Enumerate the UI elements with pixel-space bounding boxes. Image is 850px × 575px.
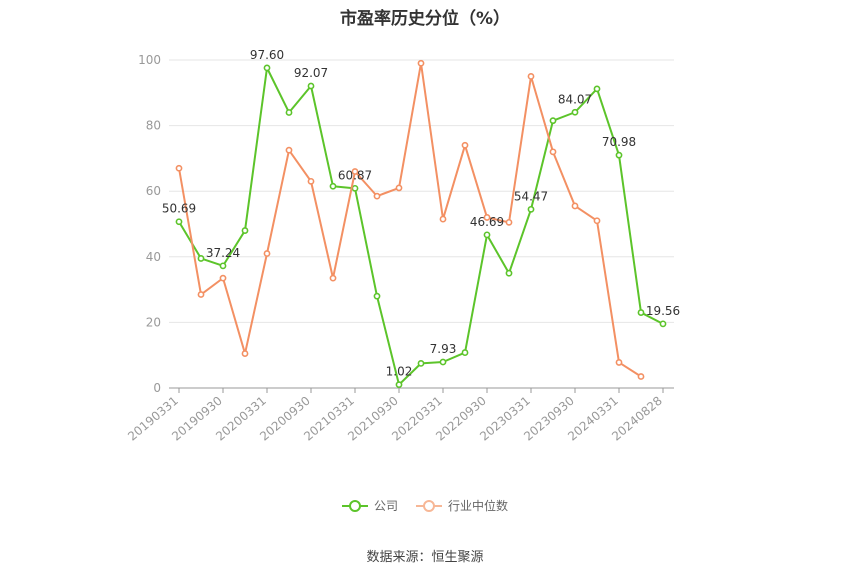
y-tick-label: 100 bbox=[138, 53, 161, 67]
data-point bbox=[417, 59, 425, 67]
data-point bbox=[285, 109, 293, 116]
data-point bbox=[593, 85, 601, 93]
data-point bbox=[505, 218, 513, 226]
data-label: 60.87 bbox=[338, 168, 372, 182]
data-point bbox=[615, 151, 623, 159]
data-point bbox=[175, 218, 183, 226]
data-label: 7.93 bbox=[430, 342, 457, 356]
grid-lines bbox=[169, 59, 674, 323]
series-1 bbox=[175, 59, 645, 380]
data-point bbox=[263, 250, 271, 257]
data-label: 84.07 bbox=[558, 92, 592, 106]
legend-label-company: 公司 bbox=[373, 499, 398, 513]
data-label: 19.56 bbox=[646, 304, 680, 318]
legend-swatch-industry-median bbox=[416, 498, 442, 514]
series-line bbox=[178, 66, 664, 386]
data-point bbox=[549, 117, 557, 125]
y-tick-label: 0 bbox=[153, 381, 161, 395]
data-point bbox=[175, 164, 183, 172]
legend-item-industry-median[interactable]: 行业中位数 bbox=[416, 497, 508, 514]
data-point bbox=[373, 192, 381, 200]
data-point bbox=[417, 359, 425, 367]
data-point bbox=[527, 205, 535, 213]
data-point bbox=[219, 274, 227, 282]
data-point bbox=[439, 215, 447, 223]
data-point bbox=[637, 373, 645, 380]
data-point bbox=[615, 359, 623, 366]
data-label: 1.02 bbox=[386, 365, 413, 379]
data-point bbox=[373, 292, 381, 300]
data-label: 54.47 bbox=[514, 189, 548, 203]
data-point bbox=[285, 146, 293, 154]
data-point bbox=[571, 108, 579, 116]
data-label: 37.24 bbox=[206, 246, 240, 260]
data-point bbox=[263, 64, 271, 72]
data-label: 92.07 bbox=[294, 66, 328, 80]
data-point bbox=[527, 73, 535, 80]
data-point bbox=[395, 381, 403, 389]
y-tick-label: 20 bbox=[146, 315, 161, 329]
data-point bbox=[439, 358, 447, 366]
data-point bbox=[593, 217, 601, 225]
data-label: 50.69 bbox=[162, 202, 196, 216]
legend-label-industry-median: 行业中位数 bbox=[448, 499, 509, 513]
data-point bbox=[241, 350, 249, 357]
series-lines bbox=[175, 59, 667, 389]
data-label: 97.60 bbox=[250, 48, 284, 62]
data-point bbox=[219, 262, 227, 270]
data-labels: 50.69 37.24 97.60 92.07 60.87 1.02 7.93 46.69 54… bbox=[162, 48, 680, 379]
data-point bbox=[197, 291, 205, 298]
data-point bbox=[461, 141, 469, 149]
data-point bbox=[329, 182, 337, 190]
data-point bbox=[483, 214, 491, 221]
legend-swatch-company bbox=[341, 498, 368, 514]
series-line bbox=[178, 62, 642, 378]
chart-title: 市盈率历史分位（%） bbox=[339, 9, 511, 29]
data-point bbox=[505, 269, 513, 277]
data-point bbox=[637, 309, 645, 316]
data-point bbox=[549, 148, 557, 156]
data-point bbox=[461, 349, 469, 356]
data-point bbox=[307, 177, 315, 185]
data-point bbox=[307, 82, 315, 90]
data-point bbox=[197, 255, 205, 262]
data-label: 70.98 bbox=[602, 135, 636, 149]
data-point bbox=[351, 184, 359, 192]
data-point bbox=[659, 320, 667, 328]
series-0 bbox=[175, 64, 667, 389]
data-source: 数据来源：恒生聚源 bbox=[366, 550, 484, 565]
data-point bbox=[483, 231, 491, 239]
legend-item-company[interactable]: 公司 bbox=[341, 497, 398, 514]
legend: 公司 行业中位数 bbox=[0, 497, 850, 514]
data-point bbox=[329, 274, 337, 282]
data-point bbox=[571, 202, 579, 210]
data-label: 46.69 bbox=[470, 215, 504, 229]
data-point bbox=[241, 227, 249, 234]
y-tick-label: 60 bbox=[146, 184, 161, 198]
data-point bbox=[395, 184, 403, 192]
y-tick-label: 80 bbox=[146, 119, 161, 133]
data-point bbox=[351, 168, 359, 175]
y-tick-label: 40 bbox=[146, 250, 161, 264]
